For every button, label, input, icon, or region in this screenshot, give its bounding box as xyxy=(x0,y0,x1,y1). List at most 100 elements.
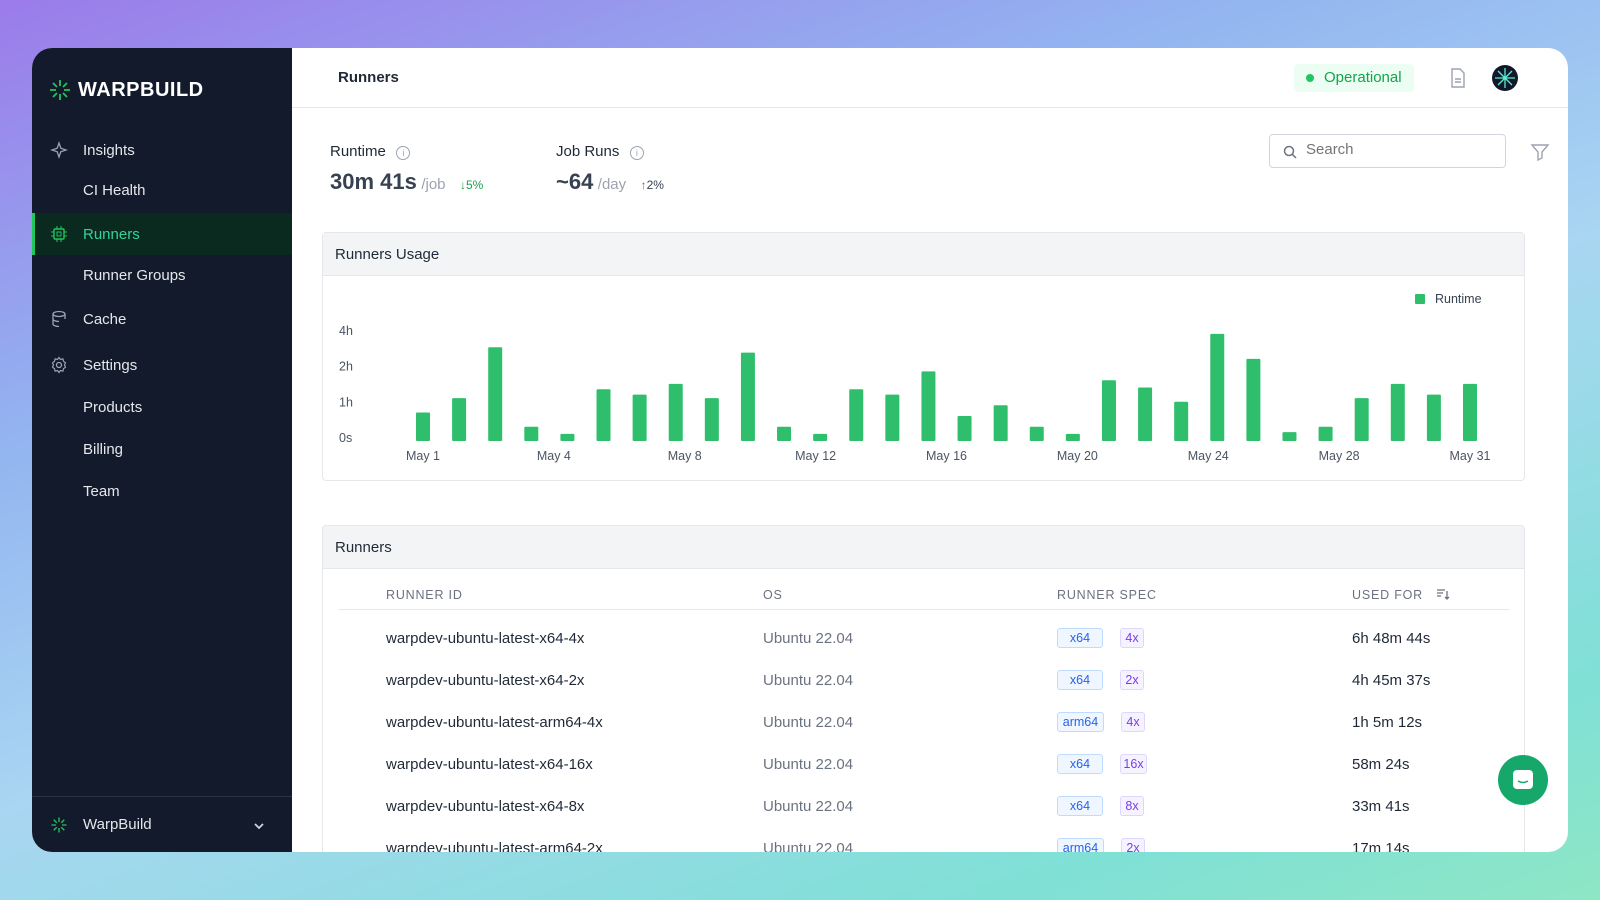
search-icon xyxy=(1283,145,1297,159)
arch-badge: x64 xyxy=(1057,628,1103,648)
x-tick-label: May 12 xyxy=(795,449,836,463)
sidebar-item-label: Cache xyxy=(83,310,127,328)
size-badge: 2x xyxy=(1121,838,1145,852)
column-header-os[interactable]: OS xyxy=(763,588,783,602)
bar xyxy=(957,416,972,441)
used-for: 17m 14s xyxy=(1352,840,1410,852)
org-name: WarpBuild xyxy=(83,816,152,833)
used-for: 4h 45m 37s xyxy=(1352,672,1431,689)
chat-icon xyxy=(1513,770,1533,789)
search-input[interactable] xyxy=(1306,141,1496,158)
bar xyxy=(777,426,792,441)
bar xyxy=(740,352,755,441)
bar xyxy=(1390,383,1405,441)
bar xyxy=(1426,394,1441,441)
table-row[interactable]: warpdev-ubuntu-latest-x64-2x Ubuntu 22.0… xyxy=(339,660,1509,702)
sidebar-item-products[interactable]: Products xyxy=(32,386,292,428)
size-badge: 8x xyxy=(1120,796,1144,816)
legend-swatch xyxy=(1415,294,1425,304)
runner-os: Ubuntu 22.04 xyxy=(763,840,854,852)
status-dot-icon xyxy=(1306,74,1314,82)
table-row[interactable]: warpdev-ubuntu-latest-x64-16x Ubuntu 22.… xyxy=(339,744,1509,786)
bar xyxy=(1138,387,1153,441)
sidebar-item-label: Billing xyxy=(83,440,124,458)
used-for: 1h 5m 12s xyxy=(1352,714,1423,731)
runner-id[interactable]: warpdev-ubuntu-latest-x64-16x xyxy=(386,756,593,773)
sidebar-item-label: Settings xyxy=(83,356,138,374)
x-tick-label: May 1 xyxy=(406,449,440,463)
runner-id[interactable]: warpdev-ubuntu-latest-arm64-4x xyxy=(386,714,603,731)
table-row[interactable]: warpdev-ubuntu-latest-arm64-4x Ubuntu 22… xyxy=(339,702,1509,744)
sidebar-item-insights[interactable]: Insights xyxy=(32,129,292,171)
bar xyxy=(1029,426,1044,441)
runner-id[interactable]: warpdev-ubuntu-latest-x64-4x xyxy=(386,630,585,647)
sidebar-item-cache[interactable]: Cache xyxy=(32,298,292,340)
bar xyxy=(1101,380,1116,441)
used-for: 58m 24s xyxy=(1352,756,1410,773)
column-header-runner-spec[interactable]: RUNNER SPEC xyxy=(1057,588,1157,602)
card-title: Runners Usage xyxy=(323,233,1524,276)
divider xyxy=(339,609,1509,610)
y-tick-label: 0s xyxy=(339,431,352,445)
sidebar-item-label: Insights xyxy=(83,141,135,159)
filter-icon[interactable] xyxy=(1530,142,1550,162)
sidebar-item-ci-health[interactable]: CI Health xyxy=(32,169,292,211)
bar xyxy=(993,405,1008,441)
status-badge[interactable]: Operational xyxy=(1294,64,1414,92)
column-header-runner-id[interactable]: RUNNER ID xyxy=(386,588,463,602)
sidebar-item-settings[interactable]: Settings xyxy=(32,344,292,386)
info-icon[interactable]: i xyxy=(629,146,644,160)
size-badge: 16x xyxy=(1120,754,1147,774)
size-badge: 4x xyxy=(1120,628,1144,648)
bar xyxy=(1354,398,1369,441)
sidebar-item-billing[interactable]: Billing xyxy=(32,428,292,470)
sidebar-item-team[interactable]: Team xyxy=(32,470,292,512)
sidebar-item-label: CI Health xyxy=(83,181,146,199)
org-switcher[interactable]: WarpBuild xyxy=(32,796,292,852)
x-tick-label: May 31 xyxy=(1450,449,1491,463)
x-tick-label: May 4 xyxy=(537,449,571,463)
bar xyxy=(1174,401,1189,441)
chat-button[interactable] xyxy=(1498,755,1548,805)
runner-os: Ubuntu 22.04 xyxy=(763,714,854,731)
chip-icon xyxy=(51,226,67,242)
bar xyxy=(416,412,430,441)
bar xyxy=(488,347,503,441)
page-title: Runners xyxy=(338,69,399,86)
main-content: Runners Operational Runtime i 30m 41s /j… xyxy=(292,48,1568,852)
y-tick-label: 1h xyxy=(339,395,353,409)
avatar[interactable] xyxy=(1492,65,1518,91)
chevron-down-icon xyxy=(254,823,264,830)
info-icon[interactable]: i xyxy=(396,146,411,160)
runner-id[interactable]: warpdev-ubuntu-latest-x64-8x xyxy=(386,798,585,815)
warpbuild-logo-icon xyxy=(50,80,70,100)
size-badge: 2x xyxy=(1120,670,1144,690)
table-row[interactable]: warpdev-ubuntu-latest-x64-4x Ubuntu 22.0… xyxy=(339,618,1509,660)
runners-usage-card: Runners Usage 0s 1h 2h 4h May 1 May 4 May 8 May… xyxy=(322,232,1525,481)
sidebar-item-label: Runner Groups xyxy=(83,266,186,284)
bar xyxy=(524,426,539,441)
sidebar-item-runners[interactable]: Runners xyxy=(32,213,292,255)
used-for: 33m 41s xyxy=(1352,798,1410,815)
y-tick-label: 2h xyxy=(339,360,353,374)
arch-badge: x64 xyxy=(1057,796,1103,816)
document-icon[interactable] xyxy=(1449,68,1467,88)
bar xyxy=(1282,432,1297,441)
search-box[interactable] xyxy=(1269,134,1506,168)
arch-badge: x64 xyxy=(1057,670,1103,690)
table-row[interactable]: warpdev-ubuntu-latest-x64-8x Ubuntu 22.0… xyxy=(339,786,1509,828)
bar xyxy=(668,383,683,441)
bar xyxy=(849,389,864,441)
sort-icon[interactable] xyxy=(1436,587,1450,601)
runner-os: Ubuntu 22.04 xyxy=(763,798,854,815)
job-runs-stat: Job Runs i ~64 /day ↑2% xyxy=(556,143,664,194)
bar xyxy=(560,433,575,441)
sidebar-item-runner-groups[interactable]: Runner Groups xyxy=(32,254,292,296)
runner-os: Ubuntu 22.04 xyxy=(763,756,854,773)
table-row[interactable]: warpdev-ubuntu-latest-arm64-2x Ubuntu 22… xyxy=(339,828,1509,852)
runner-id[interactable]: warpdev-ubuntu-latest-arm64-2x xyxy=(386,840,603,852)
logo: WARPBUILD xyxy=(48,78,204,102)
runners-usage-chart: 0s 1h 2h 4h May 1 May 4 May 8 May 12 May 16 May 2… xyxy=(339,292,1491,463)
runner-id[interactable]: warpdev-ubuntu-latest-x64-2x xyxy=(386,672,585,689)
column-header-used-for[interactable]: USED FOR xyxy=(1352,588,1423,602)
